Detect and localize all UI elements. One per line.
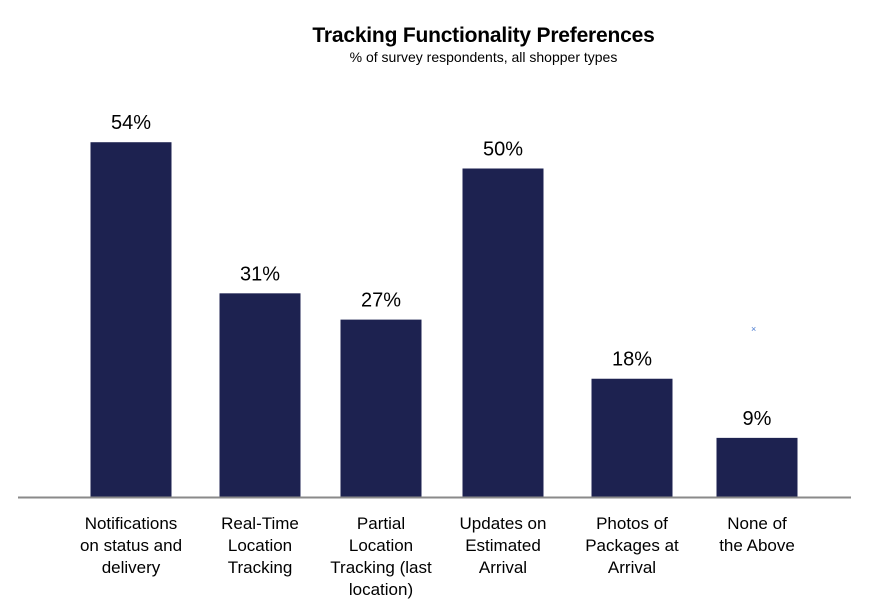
bar-5 <box>591 378 673 497</box>
category-label-line: None of <box>727 514 787 533</box>
value-label-2: 31% <box>240 263 280 285</box>
chart-title: Tracking Functionality Preferences <box>312 24 655 47</box>
category-label-line: on status and <box>79 536 183 555</box>
value-label-5: 18% <box>612 349 652 371</box>
category-label-line: Real-Time <box>221 514 299 533</box>
category-label-5: Photos of Packages at Arrival <box>572 513 692 579</box>
category-label-line: Notifications <box>84 514 178 533</box>
value-label-3: 27% <box>361 290 401 312</box>
value-label-6: 9% <box>743 408 772 430</box>
bar-4 <box>462 168 544 497</box>
category-label-line: the Above <box>719 536 795 555</box>
bar-6 <box>716 437 798 497</box>
marker-symbol: × <box>751 324 757 334</box>
value-label-1: 54% <box>111 112 151 134</box>
chart-subtitle: % of survey respondents, all shopper typ… <box>349 49 618 65</box>
category-label-2: Real-Time Location Tracking <box>200 513 320 579</box>
bars-group <box>90 142 798 497</box>
category-label-6: None of the Above <box>697 513 817 557</box>
category-label-line: Tracking <box>227 558 293 577</box>
value-label-4: 50% <box>483 139 523 161</box>
category-label-line: Estimated <box>465 536 541 555</box>
category-label-3: Partial Location Tracking (last location) <box>321 513 441 601</box>
category-label-4: Updates on Estimated Arrival <box>443 513 563 579</box>
category-label-line: Arrival <box>478 558 528 577</box>
category-label-line: Location <box>227 536 293 555</box>
bar-2 <box>219 293 301 497</box>
category-label-line: Packages at <box>585 536 679 555</box>
category-label-1: Notifications on status and delivery <box>71 513 191 579</box>
category-label-line: Location <box>348 536 414 555</box>
value-labels-group: 54% 31% 27% 50% 18% 9% <box>111 112 772 430</box>
category-label-line: Arrival <box>607 558 657 577</box>
category-label-line: Updates on <box>459 514 547 533</box>
category-label-line: Tracking (last <box>330 558 432 577</box>
bar-3 <box>340 319 422 497</box>
category-label-line: delivery <box>101 558 161 577</box>
category-label-line: location) <box>348 580 414 599</box>
category-label-line: Photos of <box>596 514 668 533</box>
bar-1 <box>90 142 172 497</box>
category-label-line: Partial <box>356 514 406 533</box>
